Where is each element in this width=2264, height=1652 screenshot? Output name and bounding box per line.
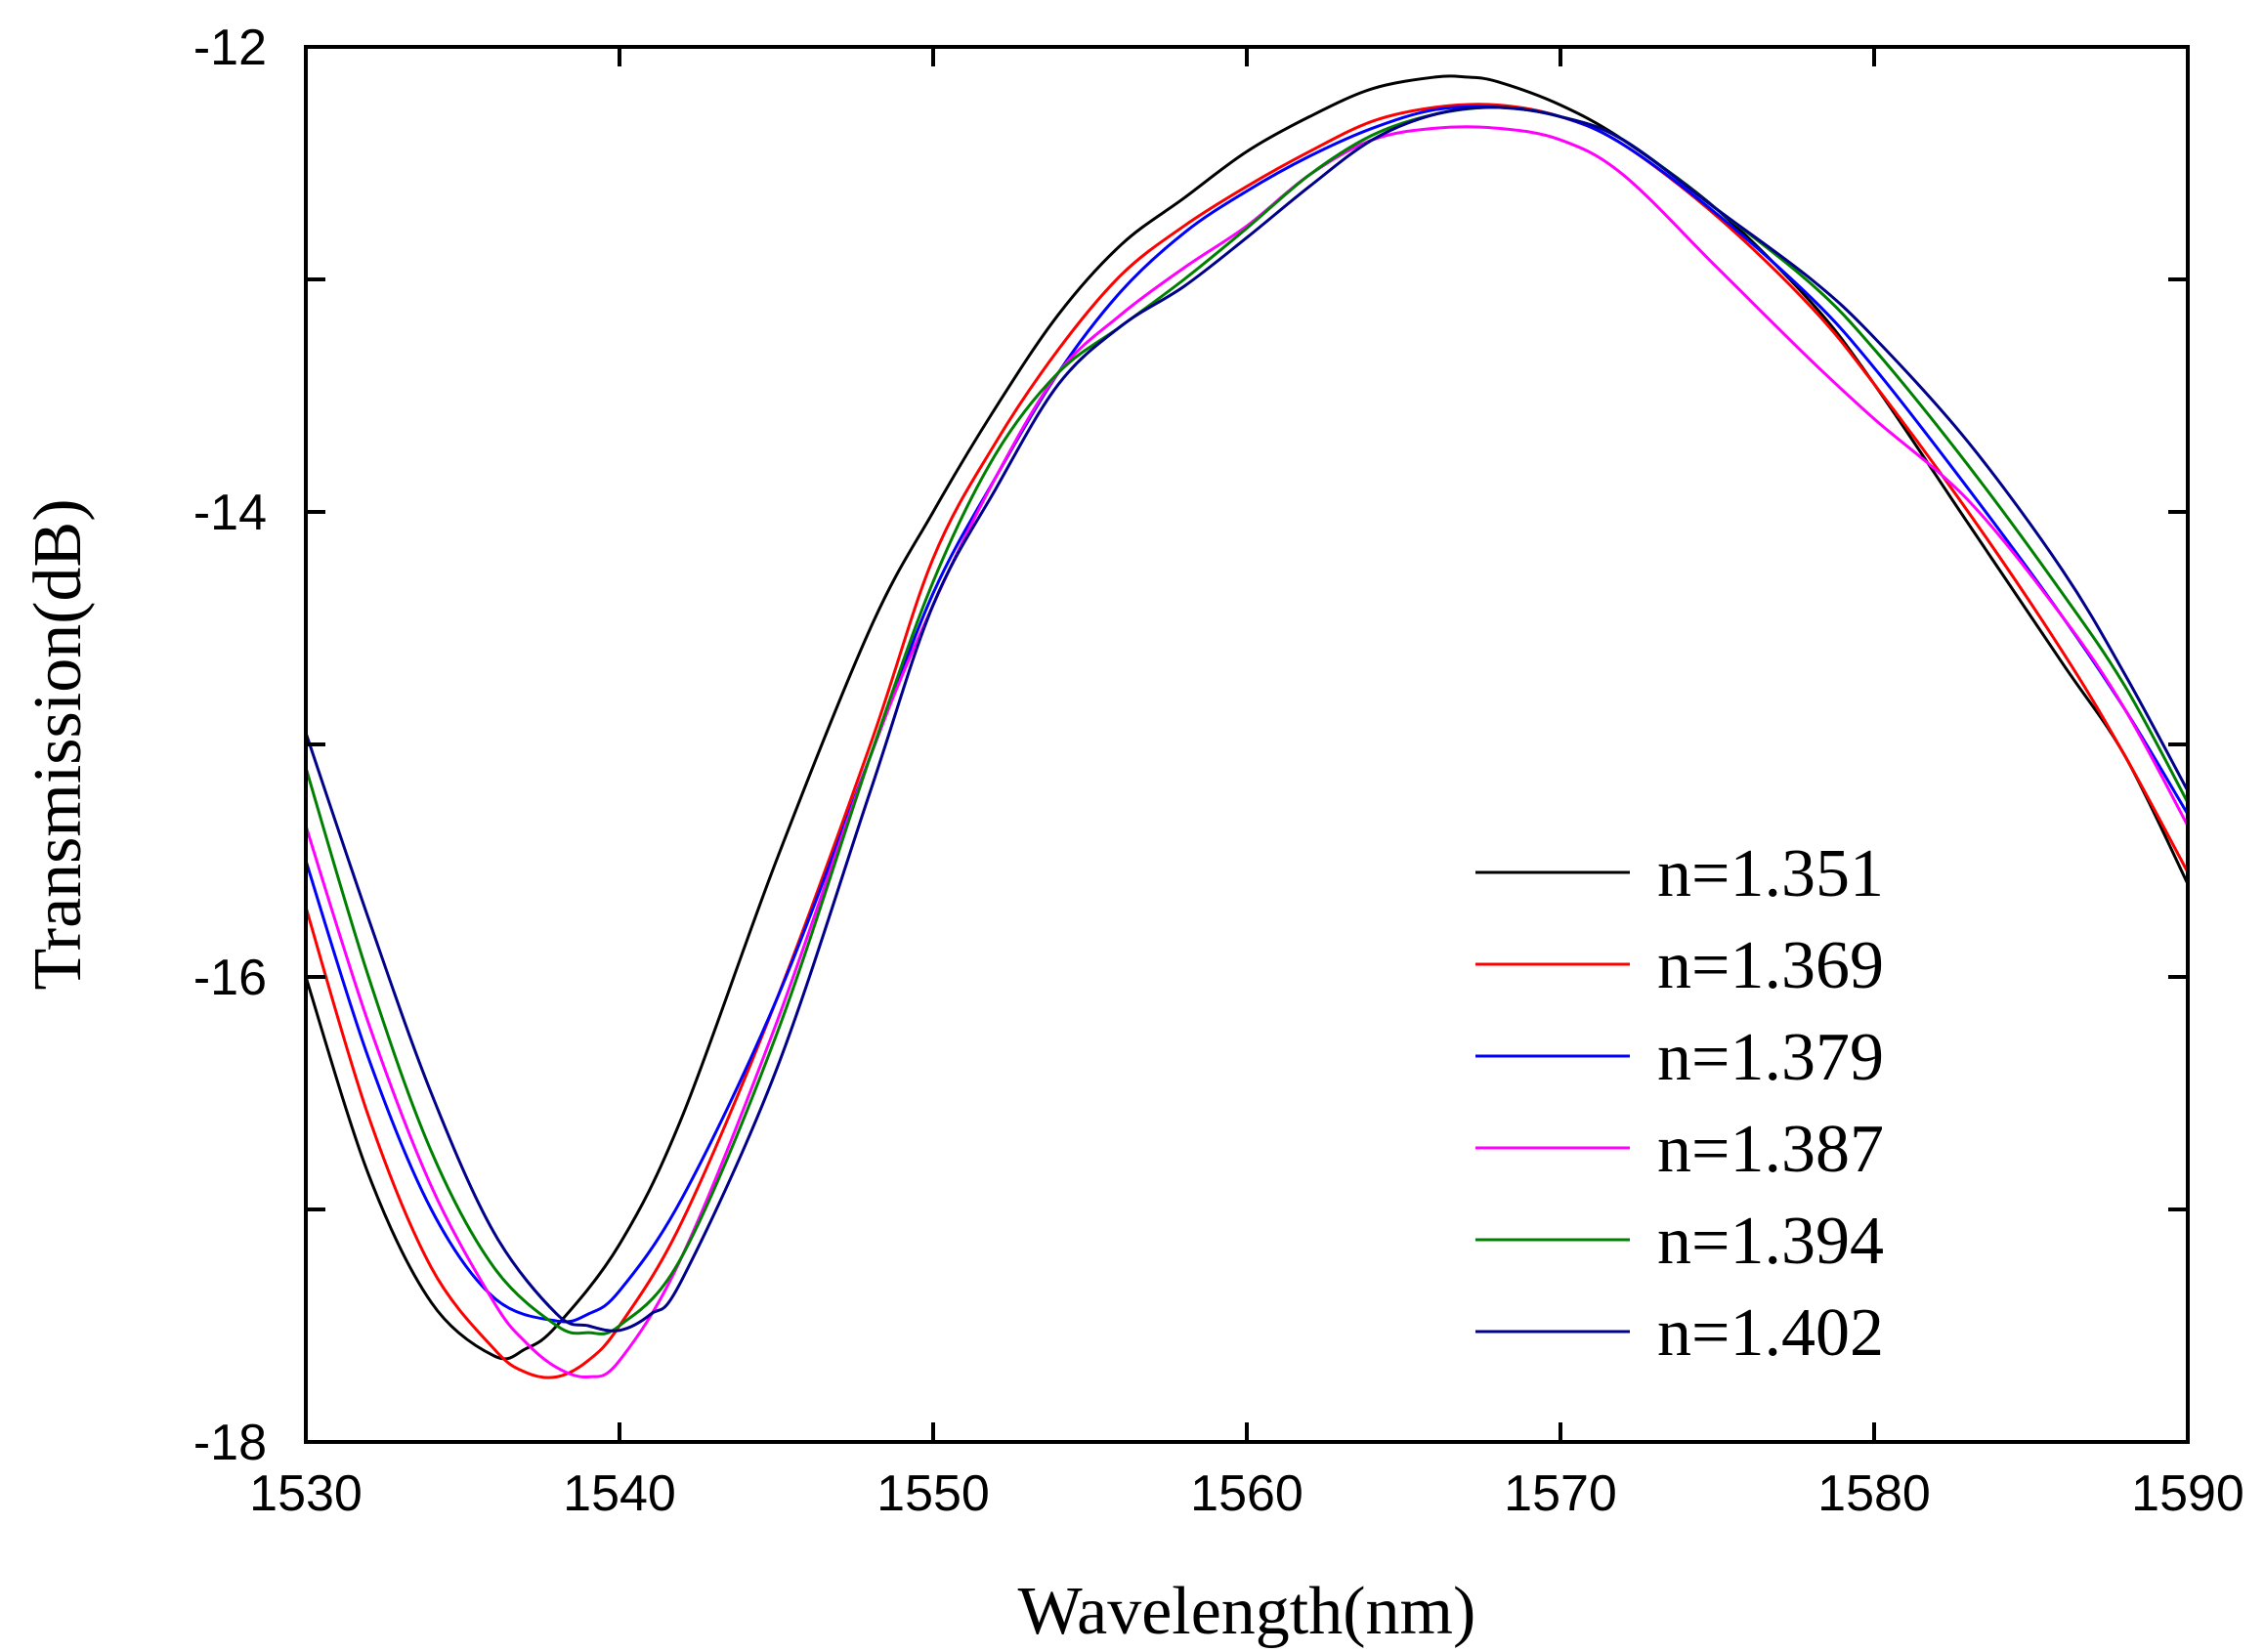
legend-label-6: n=1.402 xyxy=(1657,1295,1884,1371)
series-line-4 xyxy=(304,125,2190,1379)
x-tick-label: 1570 xyxy=(1504,1465,1617,1522)
y-tick-label: -16 xyxy=(193,950,267,1006)
x-tick-label: 1550 xyxy=(876,1465,990,1522)
legend-label-4: n=1.387 xyxy=(1657,1112,1884,1187)
legend-label-1: n=1.351 xyxy=(1657,836,1884,911)
ticks-layer: 1530 1540 1550 1560 1570 1580 1590 -18 -16 -14 -12 xyxy=(193,20,2244,1522)
legend: n=1.351 n=1.369 n=1.379 n=1.387 n=1.394 n=1.4… xyxy=(1475,836,1884,1371)
x-tick-label: 1530 xyxy=(249,1465,363,1522)
series-line-6 xyxy=(304,106,2190,1333)
legend-label-3: n=1.379 xyxy=(1657,1020,1884,1095)
series-layer xyxy=(304,74,2190,1379)
x-tick-label: 1590 xyxy=(2131,1465,2244,1522)
series-line-3 xyxy=(304,105,2190,1324)
x-tick-label: 1560 xyxy=(1190,1465,1303,1522)
x-tick-label: 1540 xyxy=(563,1465,676,1522)
plot-frame xyxy=(304,45,2190,1444)
series-line-1 xyxy=(304,74,2190,1361)
y-tick-label: -14 xyxy=(193,485,267,541)
series-line-5 xyxy=(304,106,2190,1335)
x-tick-label: 1580 xyxy=(1817,1465,1931,1522)
x-axis-title: Wavelength(nm) xyxy=(1018,1574,1476,1649)
legend-label-2: n=1.369 xyxy=(1657,928,1884,1003)
y-tick-label: -18 xyxy=(193,1415,267,1471)
y-tick-label: -12 xyxy=(193,20,267,76)
y-axis-title: Transmission(dB) xyxy=(21,498,96,990)
series-line-2 xyxy=(304,103,2190,1379)
legend-label-5: n=1.394 xyxy=(1657,1204,1884,1279)
